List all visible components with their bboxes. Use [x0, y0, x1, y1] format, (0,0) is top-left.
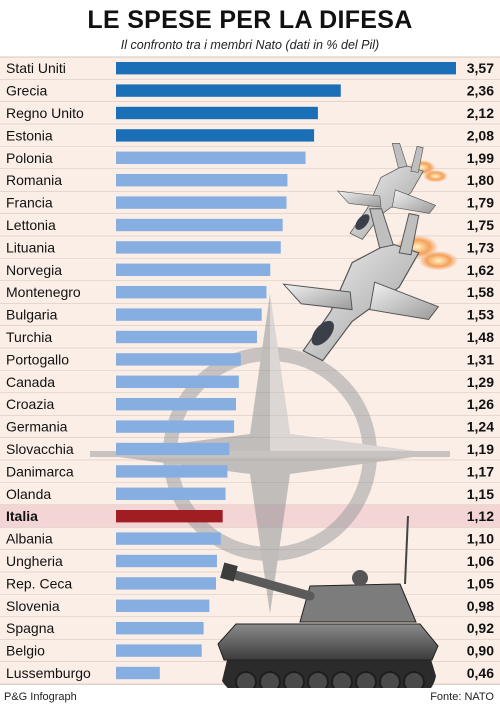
category-label: Slovacchia	[6, 441, 74, 457]
value-label: 1,12	[467, 508, 494, 524]
category-label: Romania	[6, 172, 62, 188]
fighter-jet-icon	[282, 208, 458, 362]
category-label: Ungheria	[6, 553, 63, 569]
category-label: Francia	[6, 195, 53, 211]
value-label: 1,73	[467, 239, 494, 255]
category-label: Rep. Ceca	[6, 575, 72, 591]
bar-germania	[116, 420, 235, 433]
category-label: Polonia	[6, 150, 53, 166]
row-background	[0, 594, 500, 617]
bar-lettonia	[116, 218, 283, 232]
bar-estonia	[116, 129, 315, 142]
category-label: Slovenia	[6, 598, 60, 614]
value-label: 3,57	[467, 60, 494, 76]
category-label: Norvegia	[6, 262, 62, 278]
tank-icon	[217, 515, 439, 688]
value-label: 1,80	[467, 172, 494, 188]
bar-croazia	[116, 398, 236, 411]
value-label: 1,10	[467, 531, 494, 547]
value-label: 1,58	[467, 284, 494, 300]
bar-turchia	[116, 330, 257, 344]
bar-spagna	[116, 622, 204, 635]
bar-slovacchia	[116, 442, 230, 456]
value-label: 1,19	[467, 441, 494, 457]
bar-canada	[116, 375, 239, 388]
value-label: 2,36	[467, 83, 494, 99]
category-label: Belgio	[6, 643, 45, 659]
category-label: Germania	[6, 419, 68, 435]
row-background	[0, 393, 500, 416]
value-label: 1,06	[467, 553, 494, 569]
category-label: Bulgaria	[6, 307, 58, 323]
bar-lituania	[116, 241, 281, 254]
source-text: Fonte: NATO	[430, 691, 494, 703]
credit-text: P&G Infograph	[4, 691, 77, 703]
bar-rep-ceca	[116, 577, 216, 590]
category-label: Montenegro	[6, 284, 81, 300]
bar-regno-unito	[116, 106, 318, 120]
page-title: LE SPESE PER LA DIFESA	[87, 6, 413, 34]
category-label: Turchia	[6, 329, 52, 345]
bar-chart: Stati Uniti 3,57 Grecia 2,36 Regno Unito 2,12…	[0, 56, 500, 688]
bar-stati-uniti	[116, 62, 456, 75]
bar-norvegia	[116, 263, 271, 276]
fighter-jet-icon	[336, 142, 448, 240]
bar-bulgaria	[116, 308, 262, 321]
value-label: 1,15	[467, 486, 494, 502]
value-label: 1,05	[467, 575, 494, 591]
row-background	[0, 370, 500, 393]
value-label: 0,98	[467, 598, 494, 614]
bar-olanda	[116, 487, 226, 500]
bar-belgio	[116, 644, 202, 657]
value-label: 2,08	[467, 127, 494, 143]
category-label: Lettonia	[6, 217, 56, 233]
category-label: Lussemburgo	[6, 665, 91, 681]
bar-portogallo	[116, 353, 241, 366]
category-label: Lituania	[6, 239, 55, 255]
category-label: Croazia	[6, 396, 54, 412]
value-label: 2,12	[467, 105, 494, 121]
bar-polonia	[116, 151, 306, 164]
category-label: Spagna	[6, 620, 54, 636]
value-label: 1,24	[467, 419, 494, 435]
value-label: 0,90	[467, 643, 494, 659]
value-label: 1,75	[467, 217, 494, 233]
bar-italia	[116, 510, 223, 523]
category-label: Grecia	[6, 83, 47, 99]
bar-slovenia	[116, 599, 210, 612]
bar-romania	[116, 174, 288, 187]
row-background	[0, 505, 500, 528]
bar-danimarca	[116, 465, 228, 478]
category-label: Albania	[6, 531, 53, 547]
bar-lussemburgo	[116, 666, 160, 680]
value-label: 1,99	[467, 150, 494, 166]
value-label: 1,17	[467, 463, 494, 479]
bar-albania	[116, 532, 221, 545]
category-label: Italia	[6, 508, 38, 524]
category-label: Regno Unito	[6, 105, 84, 121]
category-label: Estonia	[6, 127, 53, 143]
bar-francia	[116, 196, 287, 209]
value-label: 1,79	[467, 195, 494, 211]
value-label: 1,31	[467, 351, 494, 367]
value-label: 1,26	[467, 396, 494, 412]
value-label: 1,29	[467, 374, 494, 390]
bar-grecia	[116, 84, 341, 97]
value-label: 0,46	[467, 665, 494, 681]
value-label: 1,53	[467, 307, 494, 323]
value-label: 1,62	[467, 262, 494, 278]
page-subtitle: Il confronto tra i membri Nato (dati in …	[120, 38, 380, 52]
category-label: Stati Uniti	[6, 60, 66, 76]
value-label: 1,48	[467, 329, 494, 345]
category-label: Olanda	[6, 486, 51, 502]
row-background	[0, 482, 500, 505]
bar-ungheria	[116, 554, 217, 568]
value-label: 0,92	[467, 620, 494, 636]
category-label: Portogallo	[6, 351, 69, 367]
category-label: Danimarca	[6, 463, 74, 479]
bar-montenegro	[116, 286, 267, 299]
category-label: Canada	[6, 374, 55, 390]
